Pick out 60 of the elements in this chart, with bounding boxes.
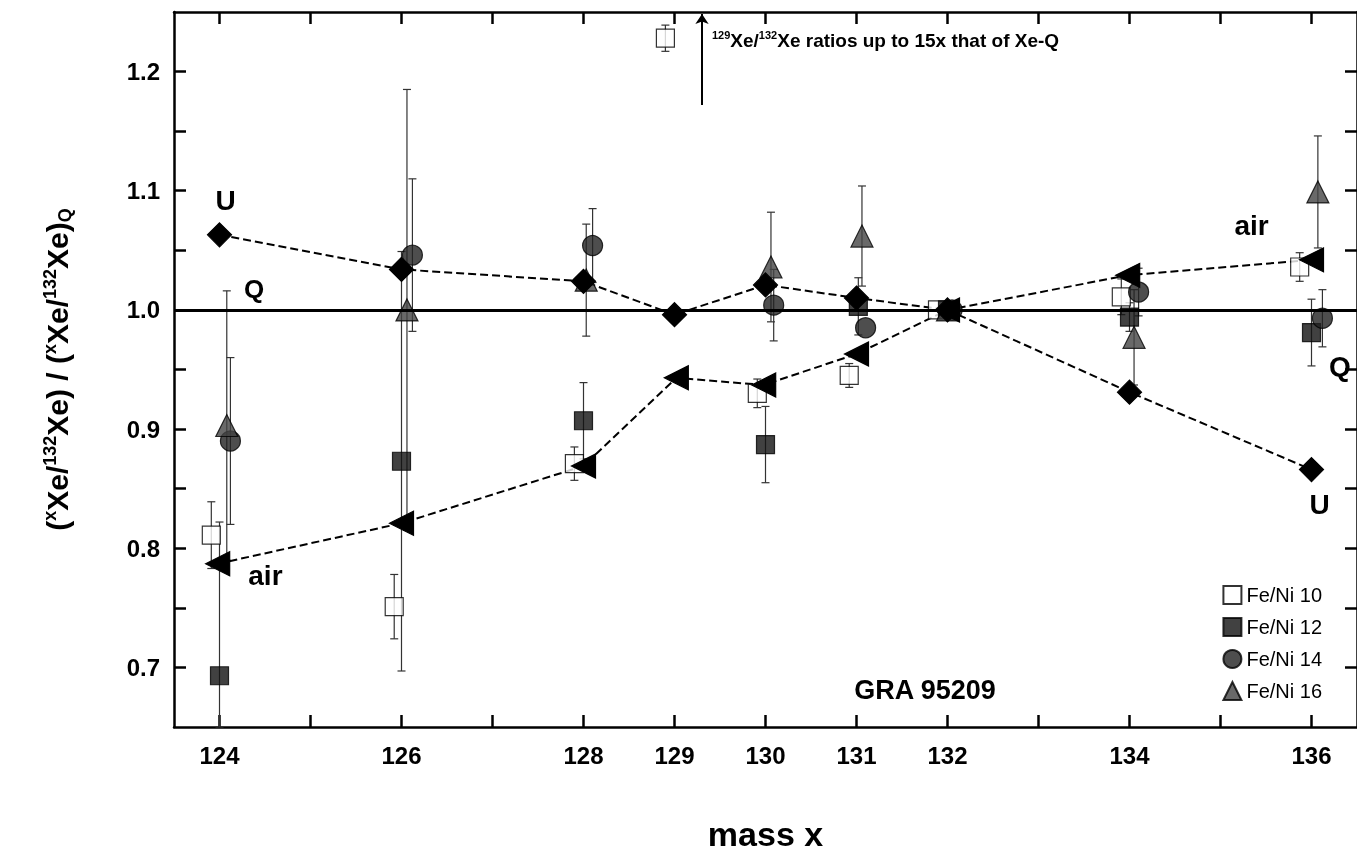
point	[839, 365, 859, 386]
point	[1115, 262, 1141, 288]
point	[755, 434, 776, 455]
point	[663, 365, 689, 391]
legend-label: Fe/Ni 10	[1246, 584, 1323, 606]
x-tick-label: 129	[654, 741, 695, 769]
x-tick-label: 132	[927, 741, 968, 769]
y-tick-label: 0.9	[126, 415, 160, 443]
point	[1298, 457, 1325, 483]
point	[570, 453, 597, 479]
x-tick-label: 128	[563, 741, 604, 769]
point	[201, 525, 221, 545]
point	[1128, 281, 1150, 303]
point	[751, 372, 777, 398]
point	[1122, 325, 1146, 349]
point	[1306, 180, 1330, 204]
point	[391, 451, 412, 471]
x-tick-label: 136	[1291, 741, 1332, 769]
point	[384, 597, 404, 617]
point	[206, 222, 233, 248]
y-tick-label: 1.1	[126, 177, 160, 205]
point	[752, 272, 779, 298]
text: (xXe/132Xe) / (xXe/132Xe)Q	[40, 208, 75, 531]
x-tick-label: 124	[199, 741, 241, 769]
x-tick-label: 130	[745, 741, 786, 769]
point	[573, 411, 594, 431]
x-axis-title: mass x	[707, 815, 824, 853]
annotation: GRA 95209	[854, 675, 996, 705]
legend-label: Fe/Ni 14	[1246, 648, 1323, 670]
legend-label: Fe/Ni 16	[1246, 680, 1323, 702]
ref-line-label: Q	[244, 273, 265, 304]
point	[855, 317, 877, 339]
point	[1116, 379, 1143, 405]
point	[655, 28, 675, 48]
text: U	[215, 184, 236, 216]
point	[843, 285, 870, 311]
point	[1111, 287, 1131, 307]
point	[850, 224, 874, 248]
y-tick-label: 1.2	[126, 58, 160, 86]
text: air	[1234, 209, 1269, 241]
point	[209, 666, 230, 686]
x-tick-label: 126	[381, 741, 422, 769]
series-label: air	[248, 560, 283, 592]
legend-label: Fe/Ni 12	[1246, 616, 1323, 638]
point	[205, 551, 231, 577]
y-tick-label: 1.0	[126, 296, 160, 324]
point	[388, 256, 415, 282]
x-tick-label: 131	[836, 741, 877, 769]
point	[401, 244, 424, 266]
point	[582, 234, 604, 257]
point	[215, 413, 239, 438]
y-tick-label: 0.7	[126, 653, 160, 681]
point	[843, 341, 870, 367]
x-tick-label: 134	[1109, 741, 1151, 769]
annotation: Q	[1329, 350, 1351, 382]
point	[1301, 322, 1322, 343]
series-label: U	[1309, 488, 1330, 520]
point	[388, 510, 415, 536]
y-tick-label: 0.8	[126, 534, 160, 562]
point	[1298, 247, 1325, 273]
